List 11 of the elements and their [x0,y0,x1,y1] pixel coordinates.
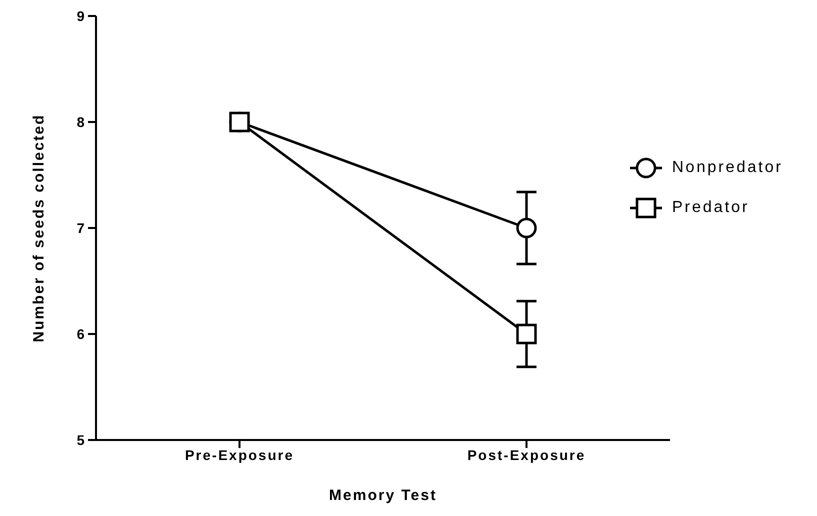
legend-label: Predator [672,199,750,217]
x-tick-label: Post-Exposure [467,446,586,463]
y-tick-label: 8 [76,114,86,130]
y-tick-label: 6 [76,326,86,342]
y-tick-label: 5 [76,432,86,448]
x-axis-title: Memory Test [329,487,437,504]
y-tick-label: 7 [76,220,86,236]
x-tick-label: Pre-Exposure [184,446,294,463]
y-axis-title: Number of seeds collected [30,114,48,342]
y-tick-label: 9 [76,8,86,24]
legend-label: Nonpredator [672,159,783,177]
